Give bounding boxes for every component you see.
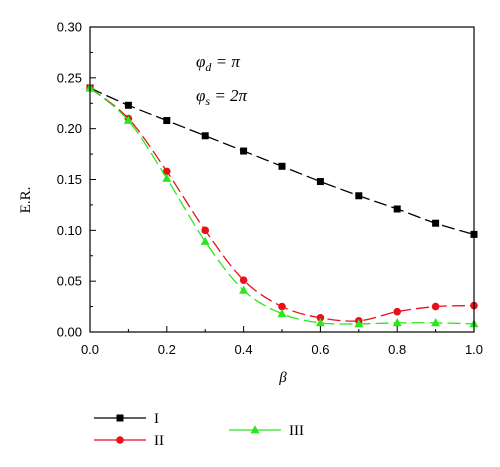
point-II-8 (393, 307, 402, 316)
point-I-7 (355, 192, 363, 200)
legend-marker-III (250, 425, 260, 434)
point-II-2 (163, 167, 171, 176)
y-tick-label-0: 0.00 (57, 325, 82, 340)
legend-marker-I (116, 414, 124, 422)
point-I-5 (278, 162, 286, 170)
point-III-5 (277, 308, 287, 318)
legend-label-II: II (154, 433, 164, 449)
y-tick-label-6: 0.30 (57, 20, 82, 35)
phi-d-value: = π (211, 52, 240, 71)
series-I (86, 84, 478, 238)
point-III-2 (162, 173, 172, 182)
ticks-layer: 0.0 0.2 0.4 0.6 0.8 1.0 0.00 0.05 0.10 0.15 0.20 0.… (57, 20, 483, 358)
point-III-4 (239, 285, 249, 294)
legend-marker-II (116, 436, 124, 444)
point-I-1 (124, 101, 132, 109)
point-II-6 (316, 313, 325, 322)
x-tick-label-0: 0.0 (81, 342, 99, 357)
phi-s-value: = 2π (210, 86, 247, 105)
series-III (85, 83, 479, 328)
x-tick-label-4: 0.8 (388, 342, 406, 357)
point-III-6 (315, 318, 325, 327)
y-tick-label-5: 0.25 (57, 70, 82, 85)
series-line-II (89, 87, 475, 322)
y-axis-label: E.R. (18, 187, 34, 214)
annotation-phi-d: φd = π (196, 52, 240, 74)
x-tick-label-1: 0.2 (158, 342, 176, 357)
point-II-4 (239, 276, 248, 284)
phi-s-subscript: s (205, 94, 210, 108)
x-tick-label-2: 0.4 (235, 342, 253, 357)
legend-item-III: III (229, 423, 304, 439)
phi-s-symbol: φ (196, 86, 205, 105)
point-III-3 (200, 236, 210, 245)
point-I-9 (432, 219, 440, 227)
point-I-2 (163, 117, 171, 125)
legend-label-I: I (154, 411, 159, 427)
x-tick-label-5: 1.0 (465, 342, 483, 357)
point-II-9 (431, 302, 440, 311)
legend-item-II: II (94, 433, 164, 449)
x-axis-label: β (278, 370, 287, 386)
plot-frame (89, 26, 475, 333)
point-III-1 (123, 115, 133, 124)
series-layer (85, 83, 479, 328)
y-tick-label-2: 0.10 (57, 223, 82, 238)
legend-item-I: I (94, 411, 159, 427)
series-line-I (89, 87, 475, 236)
annotation-phi-s: φs = 2π (196, 86, 248, 108)
phi-d-symbol: φ (196, 52, 205, 71)
point-II-5 (278, 302, 286, 311)
series-II (86, 84, 478, 325)
point-I-6 (316, 178, 324, 186)
y-tick-label-3: 0.15 (57, 172, 82, 187)
point-III-9 (431, 318, 441, 327)
x-tick-label-3: 0.6 (311, 342, 329, 357)
series-line-III (89, 87, 475, 325)
point-I-3 (201, 132, 209, 140)
point-I-4 (240, 147, 248, 155)
phi-d-subscript: d (205, 60, 212, 74)
legend-label-III: III (289, 423, 304, 439)
point-III-7 (354, 319, 364, 328)
point-II-3 (201, 226, 209, 235)
y-tick-label-1: 0.05 (57, 274, 82, 289)
point-III-8 (392, 318, 402, 327)
point-I-8 (393, 205, 401, 213)
y-tick-label-4: 0.20 (57, 121, 82, 136)
